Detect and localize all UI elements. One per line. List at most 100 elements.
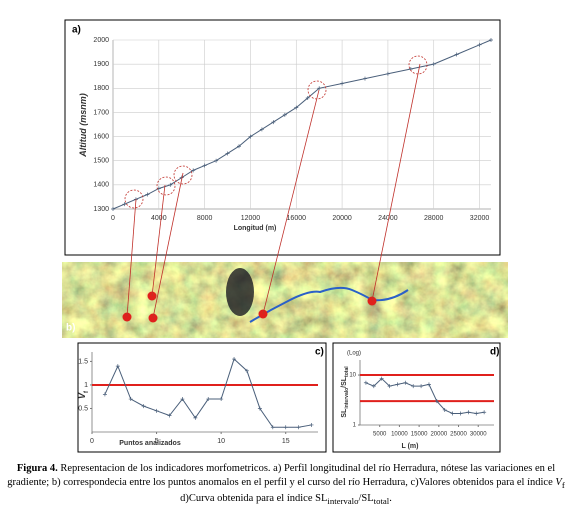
data-point	[270, 425, 275, 430]
connector	[152, 172, 184, 319]
highlight	[124, 189, 144, 209]
connector	[371, 63, 421, 302]
data-point	[385, 71, 390, 76]
connector	[151, 184, 166, 297]
data-point	[305, 95, 310, 100]
data-point	[237, 144, 241, 149]
data-point	[219, 397, 224, 402]
data-point	[145, 192, 150, 197]
data-point	[102, 392, 107, 397]
caption-text: Representacion de los indicadores morfom…	[7, 463, 556, 488]
y-tick-label: 1.5	[78, 358, 88, 365]
y-axis-label: Vf	[77, 390, 89, 399]
y-tick-label: 1600	[93, 133, 109, 140]
y-axis-label: Altitud (msnm)	[78, 93, 88, 158]
x-tick-label: 24000	[378, 215, 398, 222]
satellite-image: b)	[62, 262, 508, 338]
x-tick-label: 25000	[450, 432, 467, 438]
data-point	[434, 399, 439, 404]
data-point	[180, 397, 185, 402]
data-point	[419, 384, 424, 389]
data-point	[115, 364, 120, 369]
data-point	[128, 397, 133, 402]
data-point	[442, 407, 447, 412]
data-point	[294, 105, 299, 110]
x-tick-label: 10000	[391, 432, 408, 438]
data-point	[167, 413, 172, 418]
data-point	[248, 134, 253, 139]
data-point	[477, 42, 482, 47]
x-tick-label: 32000	[470, 215, 490, 222]
y-axis-label-part: intervalo	[344, 388, 350, 409]
data-point	[489, 38, 493, 42]
data-point	[154, 408, 159, 413]
caption-text: intervalo	[327, 496, 359, 507]
y-axis-label-part: f	[84, 390, 90, 393]
data-point	[168, 182, 173, 187]
y-tick-label: 2000	[93, 37, 109, 44]
x-tick-label: 8000	[197, 215, 213, 222]
data-point	[458, 411, 463, 416]
x-tick-label: 30000	[470, 432, 487, 438]
data-point	[450, 411, 455, 416]
data-point	[379, 376, 384, 381]
highlight	[173, 165, 193, 185]
y-tick-label: 10	[349, 373, 356, 379]
caption-text: d)Curva obtenida para el índice SL	[180, 493, 328, 505]
caption-label: Figura 4.	[16, 463, 58, 474]
x-tick-label: 15	[282, 438, 290, 445]
x-tick-label: 20000	[332, 215, 352, 222]
y-axis-label-part: SL	[341, 408, 348, 418]
panel-frame	[64, 19, 501, 256]
caption-text: .	[389, 493, 392, 505]
data-point	[282, 112, 287, 117]
x-tick-label: 15000	[411, 432, 428, 438]
data-point	[191, 168, 196, 173]
y-tick-label: 1800	[93, 85, 109, 92]
x-axis-label: Puntos analizados	[119, 440, 181, 447]
y-axis-label: SLintervalo/SLtotal	[341, 366, 350, 418]
data-point	[271, 120, 276, 125]
highlight	[156, 176, 176, 196]
y-axis-label-part: /SL	[341, 376, 348, 388]
data-point	[466, 410, 471, 415]
data-point	[259, 127, 264, 132]
caption-text: V	[555, 477, 562, 488]
panel-label: b)	[66, 323, 75, 334]
x-tick-label: 12000	[241, 215, 261, 222]
terrain	[62, 262, 508, 338]
data-point	[317, 86, 322, 91]
y-tick-label: 1300	[93, 206, 109, 213]
y-tick-label: 1500	[93, 158, 109, 165]
x-tick-label: 0	[90, 438, 94, 445]
data-point	[309, 422, 314, 427]
y-tick-label: 0.5	[78, 405, 88, 412]
data-point	[363, 76, 367, 81]
data-point	[206, 397, 211, 402]
data-point	[371, 384, 376, 389]
data-point	[141, 404, 146, 409]
y-axis-label-part: V	[77, 392, 87, 399]
y-tick-label: 1400	[93, 182, 109, 189]
x-axis-label: L (m)	[402, 443, 419, 450]
y-tick-label: 1	[84, 382, 88, 389]
data-point	[340, 81, 345, 86]
x-tick-label: 16000	[287, 215, 307, 222]
data-point	[214, 158, 219, 163]
panel-frame	[77, 342, 327, 453]
data-point	[111, 207, 115, 211]
data-point	[403, 380, 408, 385]
data-point	[244, 368, 249, 373]
y-axis-label-part: Altitud (msnm)	[78, 93, 88, 158]
connector	[262, 89, 320, 315]
x-tick-label: 28000	[424, 215, 444, 222]
highlight	[307, 80, 327, 100]
panel-label: d)	[490, 347, 499, 358]
dark-area	[226, 268, 254, 316]
data-point	[426, 382, 431, 387]
highlight	[408, 55, 428, 75]
data-point	[387, 384, 392, 389]
y-axis-label-part: total	[344, 366, 350, 377]
data-point	[431, 62, 436, 67]
